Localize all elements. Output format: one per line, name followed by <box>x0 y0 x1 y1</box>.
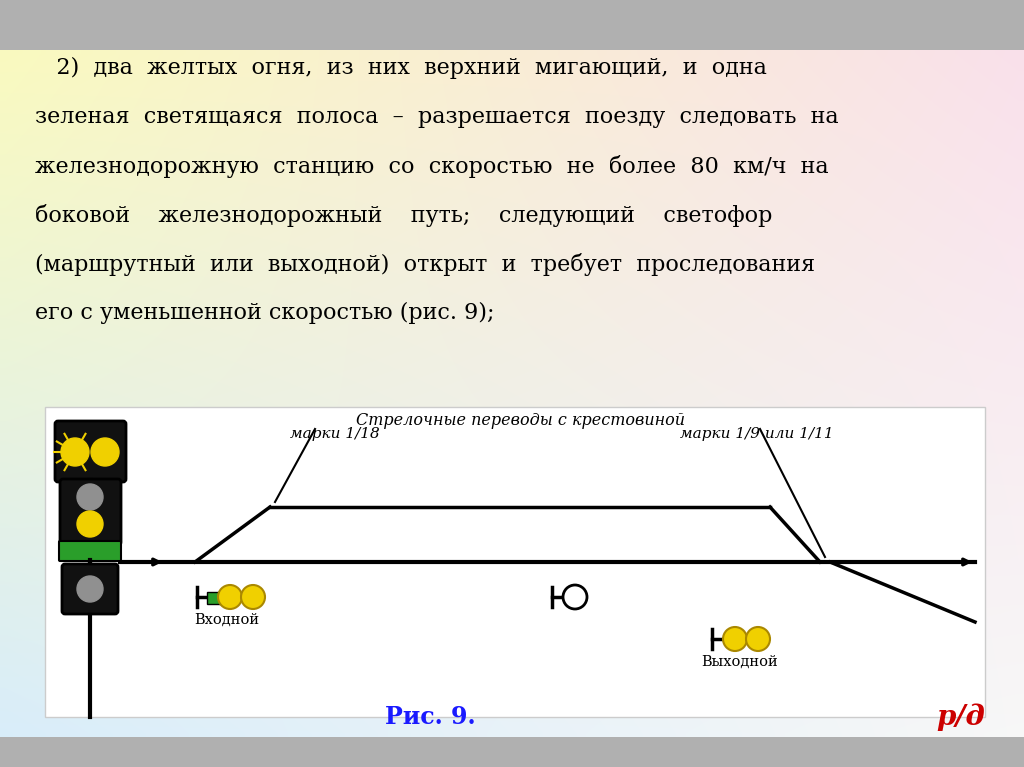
FancyBboxPatch shape <box>62 564 118 614</box>
Text: р/д: р/д <box>936 703 985 731</box>
Text: (маршрутный  или  выходной)  открыт  и  требует  проследования: (маршрутный или выходной) открыт и требу… <box>35 253 815 276</box>
Text: Входной: Входной <box>195 613 259 627</box>
Circle shape <box>746 627 770 651</box>
Text: его с уменьшенной скоростью (рис. 9);: его с уменьшенной скоростью (рис. 9); <box>35 302 495 324</box>
Bar <box>45 407 985 717</box>
FancyBboxPatch shape <box>59 541 121 561</box>
Circle shape <box>218 585 242 609</box>
FancyBboxPatch shape <box>60 479 121 545</box>
Bar <box>0 0 1024 50</box>
Text: Стрелочные переводы с крестовиной: Стрелочные переводы с крестовиной <box>355 412 684 429</box>
Text: боковой    железнодорожный    путь;    следующий    светофор: боковой железнодорожный путь; следующий … <box>35 204 772 227</box>
Circle shape <box>77 484 103 510</box>
Bar <box>0 737 1024 767</box>
Text: марки 1/18: марки 1/18 <box>290 427 380 441</box>
Circle shape <box>77 511 103 537</box>
Circle shape <box>91 438 119 466</box>
Circle shape <box>61 438 89 466</box>
Text: Рис. 9.: Рис. 9. <box>385 705 475 729</box>
Circle shape <box>723 627 746 651</box>
Text: Выходной: Выходной <box>701 655 778 669</box>
FancyBboxPatch shape <box>207 592 221 604</box>
Circle shape <box>241 585 265 609</box>
Text: марки 1/9 или 1/11: марки 1/9 или 1/11 <box>680 427 834 441</box>
Circle shape <box>563 585 587 609</box>
FancyBboxPatch shape <box>55 421 126 482</box>
Text: 2)  два  желтых  огня,  из  них  верхний  мигающий,  и  одна: 2) два желтых огня, из них верхний мигаю… <box>35 57 767 79</box>
Text: железнодорожную  станцию  со  скоростью  не  более  80  км/ч  на: железнодорожную станцию со скоростью не … <box>35 155 828 178</box>
Circle shape <box>77 576 103 602</box>
Text: зеленая  светящаяся  полоса  –  разрешается  поезду  следовать  на: зеленая светящаяся полоса – разрешается … <box>35 106 839 128</box>
